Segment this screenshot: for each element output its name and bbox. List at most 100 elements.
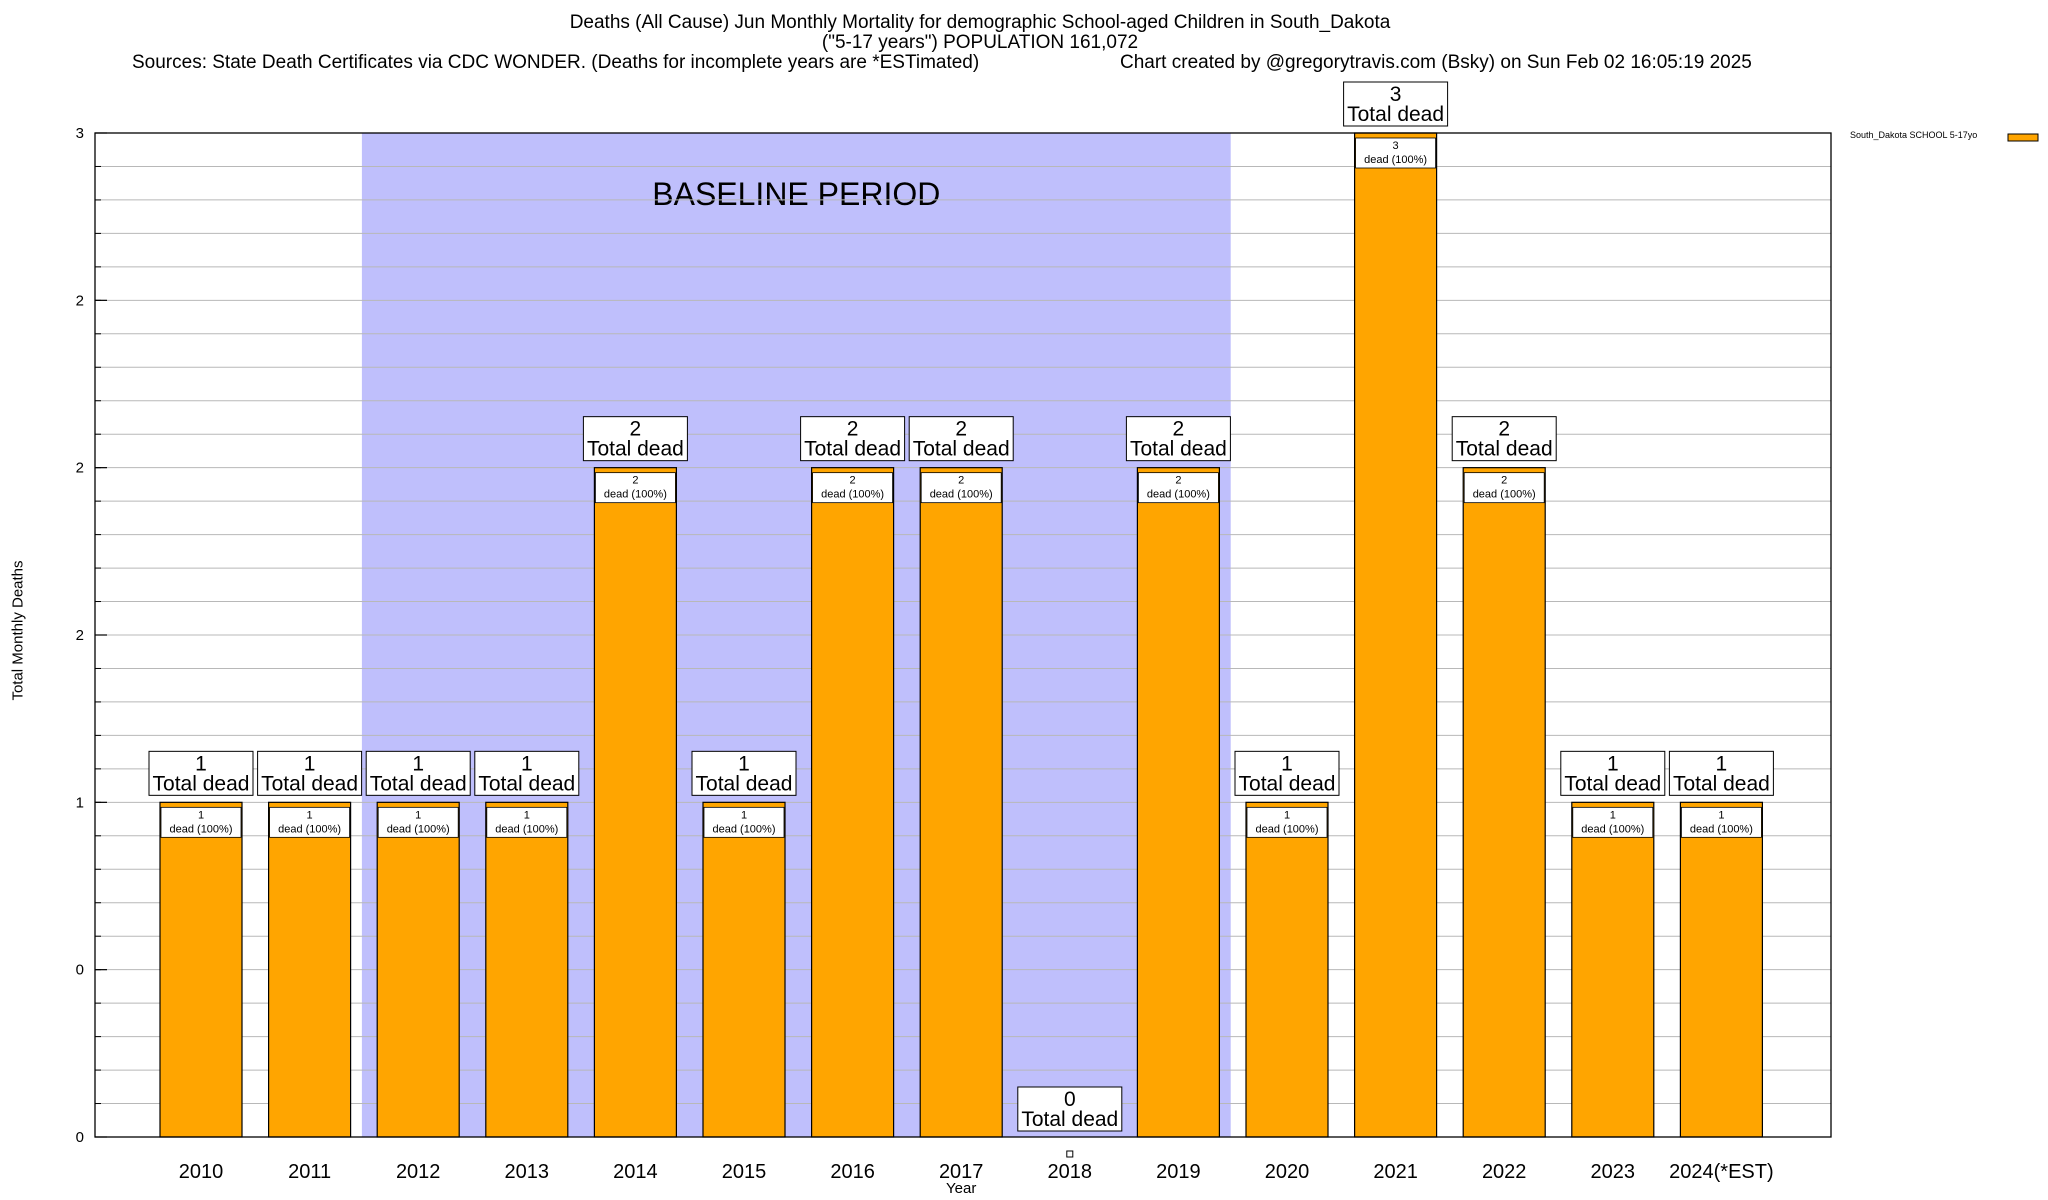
bar-inner-value: 1 [1284,809,1290,821]
bar-2020 [1245,801,1329,1138]
total-label-box [148,750,254,796]
total-value-label: 1 [1281,752,1293,775]
x-tick-label: 2015 [722,1161,767,1183]
x-tick-label: 2012 [396,1161,441,1183]
y-tick-label: 0 [76,1129,84,1146]
bar-inner-label: dead (100%) [170,823,233,835]
total-value-label: 1 [738,752,750,775]
bar-inner-value: 2 [1501,475,1507,487]
total-value-label: 3 [1390,83,1402,106]
bar-2016 [810,467,895,1138]
total-value-label: 1 [1716,752,1728,775]
total-label-box [365,750,471,796]
x-tick-label: 2014 [613,1161,658,1183]
bar-inner-label: dead (100%) [278,823,341,835]
x-tick-label: 2020 [1265,1161,1310,1183]
total-label-box [1668,750,1774,796]
bar-inner-label-box [486,806,568,838]
bar-inner-label-box [595,472,676,504]
zero-marker [1066,1150,1074,1158]
total-value-label: 2 [1173,418,1185,441]
x-tick-label: 2019 [1156,1161,1201,1183]
bar-inner-label: dead (100%) [604,489,667,501]
total-dead-label: Total dead [1130,438,1227,461]
bar-inner-label: dead (100%) [1256,823,1319,835]
bar-2011 [268,801,352,1138]
total-value-label: 1 [304,752,316,775]
total-label-box [1017,1086,1123,1132]
x-tick-label: 2018 [1048,1161,1093,1183]
y-tick-label: 2 [76,460,84,477]
total-label-box [257,750,363,796]
legend-label: South_Dakota SCHOOL 5-17yo [1850,130,1978,140]
total-dead-label: Total dead [1673,772,1770,795]
total-dead-label: Total dead [1347,103,1444,126]
y-tick-label: 1 [76,794,84,811]
total-label-box [1560,750,1666,796]
total-value-label: 1 [1607,752,1619,775]
bar-inner-label: dead (100%) [930,489,993,501]
total-dead-label: Total dead [1564,772,1661,795]
bar-inner-label-box [377,806,459,838]
x-tick-label: 2010 [179,1161,224,1183]
bar-inner-label: dead (100%) [1581,823,1644,835]
bar-inner-value: 1 [524,809,530,821]
bar-inner-label-box [703,806,785,838]
x-axis-label: Year [946,1180,977,1197]
bar-inner-value: 3 [1393,140,1399,152]
legend-swatch [2007,133,2039,142]
total-dead-label: Total dead [913,438,1010,461]
total-label-box [691,750,797,796]
bar-2017 [919,467,1003,1138]
bar-inner-label: dead (100%) [387,823,450,835]
bar-inner-value: 1 [1610,809,1616,821]
total-value-label: 2 [630,418,642,441]
total-label-box [1451,416,1557,462]
bar-inner-value: 1 [415,809,421,821]
bar-2010 [159,801,243,1138]
bar-inner-value: 2 [632,475,638,487]
y-tick-label: 0 [76,962,84,979]
bar-inner-label: dead (100%) [1690,823,1753,835]
bar-inner-label-box [1138,472,1219,504]
y-tick-label: 3 [76,125,84,142]
total-dead-label: Total dead [370,772,467,795]
bar-inner-label-box [1355,137,1436,169]
total-dead-label: Total dead [804,438,901,461]
x-tick-label: 2013 [505,1161,550,1183]
bar-inner-value: 1 [198,809,204,821]
total-label-box [1234,750,1340,796]
bar-2014 [593,467,678,1138]
bar-2015 [702,801,786,1138]
total-dead-label: Total dead [587,438,684,461]
bar-inner-label: dead (100%) [1147,489,1210,501]
bar-inner-label: dead (100%) [495,823,558,835]
bar-inner-value: 2 [1175,475,1181,487]
bar-inner-value: 2 [958,475,964,487]
total-dead-label: Total dead [153,772,250,795]
bar-inner-label-box [160,806,242,838]
total-value-label: 2 [955,418,967,441]
total-label-box [1125,416,1231,462]
total-value-label: 2 [847,418,859,441]
plot-frame [94,132,1832,1138]
total-value-label: 2 [1498,418,1510,441]
bar-inner-label-box [920,472,1002,504]
x-tick-label: 2017 [939,1161,984,1183]
x-tick-label: 2011 [288,1161,331,1183]
bar-inner-value: 1 [1718,809,1724,821]
total-dead-label: Total dead [478,772,575,795]
total-label-box [800,416,906,462]
total-value-label: 0 [1064,1088,1076,1111]
bar-2019 [1136,467,1221,1138]
bar-inner-label-box [812,472,893,504]
bar-inner-label: dead (100%) [1473,489,1536,501]
x-tick-label: 2022 [1482,1161,1527,1183]
total-label-box [908,416,1014,462]
total-dead-label: Total dead [261,772,358,795]
bar-inner-label: dead (100%) [713,823,776,835]
bar-2022 [1462,467,1546,1138]
bar-inner-label-box [1246,806,1328,838]
total-dead-label: Total dead [696,772,793,795]
